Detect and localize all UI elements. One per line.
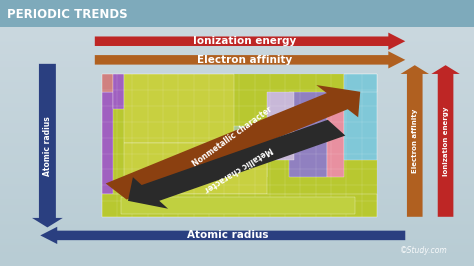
Polygon shape	[106, 85, 360, 200]
Polygon shape	[431, 65, 460, 217]
FancyBboxPatch shape	[102, 92, 113, 194]
Polygon shape	[95, 51, 405, 68]
Text: Electron affinity: Electron affinity	[197, 55, 292, 65]
FancyBboxPatch shape	[102, 74, 113, 92]
Text: Metallic character: Metallic character	[202, 144, 273, 194]
FancyBboxPatch shape	[267, 92, 294, 160]
Polygon shape	[401, 65, 429, 217]
FancyBboxPatch shape	[344, 74, 377, 92]
Polygon shape	[40, 227, 405, 244]
FancyBboxPatch shape	[102, 194, 377, 217]
FancyBboxPatch shape	[328, 92, 344, 177]
Text: Electron affinity: Electron affinity	[412, 109, 418, 173]
Text: Atomic radius: Atomic radius	[43, 116, 52, 176]
Polygon shape	[128, 120, 346, 209]
FancyBboxPatch shape	[0, 0, 474, 27]
Text: Ionization energy: Ionization energy	[193, 36, 297, 46]
FancyBboxPatch shape	[121, 197, 355, 214]
Polygon shape	[32, 64, 63, 227]
Text: ©Study.com: ©Study.com	[401, 246, 448, 255]
FancyBboxPatch shape	[113, 74, 124, 109]
FancyBboxPatch shape	[102, 74, 377, 217]
FancyBboxPatch shape	[124, 74, 234, 143]
Text: Atomic radius: Atomic radius	[187, 230, 269, 240]
FancyBboxPatch shape	[124, 143, 267, 194]
Text: Ionization energy: Ionization energy	[443, 106, 448, 176]
Polygon shape	[95, 33, 405, 50]
FancyBboxPatch shape	[344, 74, 377, 160]
FancyBboxPatch shape	[289, 92, 328, 177]
Text: PERIODIC TRENDS: PERIODIC TRENDS	[7, 8, 128, 21]
FancyBboxPatch shape	[234, 126, 267, 177]
Text: Nonmetallic character: Nonmetallic character	[191, 105, 273, 169]
